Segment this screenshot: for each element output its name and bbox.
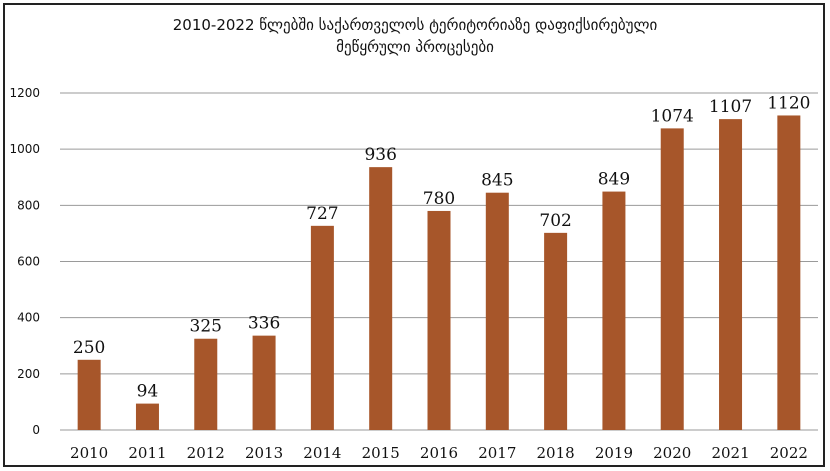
bar-2019 (602, 191, 626, 430)
x-tick-label-2011: 2011 (128, 444, 166, 462)
data-label-2015: 936 (364, 145, 396, 165)
x-tick-label-2021: 2021 (711, 444, 749, 462)
y-axis: 0 200 400 600 800 1000 1200 (9, 86, 40, 437)
y-tick-label: 1000 (9, 142, 40, 156)
bar-2014 (310, 225, 334, 430)
data-label-2010: 250 (73, 338, 105, 358)
x-tick-label-2016: 2016 (420, 444, 458, 462)
bar-2021 (719, 119, 743, 431)
data-label-2021: 1107 (709, 97, 752, 117)
x-axis: 2010 2011 2012 2013 2014 2015 2016 2017 2018 2019… (70, 444, 808, 462)
x-tick-label-2018: 2018 (537, 444, 575, 462)
x-tick-label-2010: 2010 (70, 444, 108, 462)
x-tick-label-2017: 2017 (478, 444, 516, 462)
x-tick-label-2012: 2012 (187, 444, 225, 462)
data-label-2013: 336 (248, 314, 280, 334)
data-label-2012: 325 (190, 317, 222, 337)
data-label-2011: 94 (137, 382, 159, 402)
data-label-2019: 849 (598, 170, 630, 190)
data-labels: 250 94 325 336 727 936 780 845 702 849 1074 1107 112… (73, 93, 811, 401)
bars (77, 115, 801, 431)
x-tick-label-2022: 2022 (770, 444, 808, 462)
y-tick-label: 200 (17, 367, 40, 381)
y-tick-label: 800 (17, 198, 40, 212)
bar-2012 (194, 338, 218, 430)
bar-2010 (77, 359, 101, 430)
x-tick-label-2013: 2013 (245, 444, 283, 462)
bar-2015 (369, 167, 393, 430)
bar-2013 (252, 335, 276, 430)
bar-2011 (135, 403, 159, 430)
bar-2017 (485, 192, 509, 430)
y-tick-label: 600 (17, 255, 40, 269)
chart-title: 2010-2022 წლებში საქართველოს ტერიტორიაზე… (0, 14, 830, 58)
chart-title-line-1: 2010-2022 წლებში საქართველოს ტერიტორიაზე… (172, 16, 658, 34)
data-label-2022: 1120 (767, 93, 810, 113)
bar-2022 (777, 115, 801, 430)
data-label-2017: 845 (481, 171, 513, 191)
bar-2016 (427, 210, 451, 430)
data-label-2020: 1074 (651, 106, 694, 126)
x-tick-label-2020: 2020 (653, 444, 691, 462)
data-label-2014: 727 (306, 204, 338, 224)
chart-title-line-2: მეწყრული პროცესები (336, 38, 494, 56)
data-label-2018: 702 (539, 211, 571, 231)
bar-2020 (660, 128, 684, 430)
x-tick-label-2015: 2015 (362, 444, 400, 462)
y-tick-label: 400 (17, 311, 40, 325)
bar-2018 (544, 232, 568, 430)
y-tick-label: 1200 (9, 86, 40, 100)
chart-frame (3, 3, 825, 467)
y-tick-label: 0 (32, 423, 40, 437)
data-label-2016: 780 (423, 189, 455, 209)
x-tick-label-2019: 2019 (595, 444, 633, 462)
x-tick-label-2014: 2014 (303, 444, 341, 462)
